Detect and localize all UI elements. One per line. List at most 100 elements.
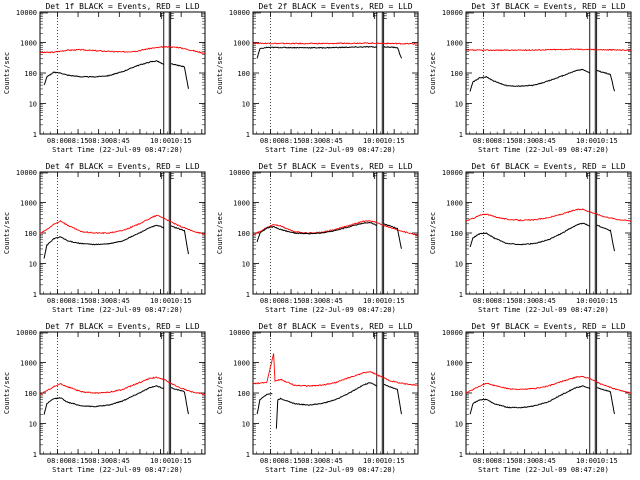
chart-title: Det 5f BLACK = Events, RED = LLD — [258, 162, 412, 171]
x-tick-label: 08:00 — [260, 137, 281, 145]
chart-title: Det 4f BLACK = Events, RED = LLD — [45, 162, 199, 171]
y-tick-label: 1 — [33, 291, 37, 299]
marker-label: E — [170, 12, 175, 21]
y-tick-label: 1000 — [233, 360, 250, 368]
marker-label: E — [596, 332, 601, 341]
y-tick-label: 10 — [29, 101, 37, 109]
x-axis-label: Start Time (22-Jul-09 08:47:20) — [52, 466, 183, 474]
x-tick-label: 08:15 — [281, 137, 302, 145]
y-tick-label: 1000 — [233, 200, 250, 208]
chart-title: Det 6f BLACK = Events, RED = LLD — [471, 162, 625, 171]
series-line-events — [256, 393, 273, 415]
x-tick-label: 08:00 — [473, 457, 494, 465]
series-line-events — [469, 222, 591, 248]
x-tick-label: 08:45 — [109, 137, 130, 145]
det-chart: Det 2f BLACK = Events, RED = LLD 1 10 100 10… — [216, 2, 419, 154]
y-tick-label: 10000 — [16, 329, 37, 337]
y-tick-label: 100 — [237, 230, 250, 238]
det-panel-6: Det 6f BLACK = Events, RED = LLD 1 10 100 10… — [426, 160, 639, 320]
y-tick-label: 1000 — [446, 200, 463, 208]
series-line-events — [596, 69, 615, 92]
x-axis-label: Start Time (22-Jul-09 08:47:20) — [478, 466, 609, 474]
chart-title: Det 7f BLACK = Events, RED = LLD — [45, 322, 199, 331]
x-axis-label: Start Time (22-Jul-09 08:47:20) — [265, 146, 396, 154]
y-tick-label: 100 — [450, 70, 463, 78]
det-panel-9: Det 9f BLACK = Events, RED = LLD 1 10 100 10… — [426, 320, 639, 480]
y-tick-label: 1 — [459, 291, 463, 299]
chart-title: Det 9f BLACK = Events, RED = LLD — [471, 322, 625, 331]
series-line-lld — [465, 208, 632, 222]
series-line-lld — [252, 220, 419, 236]
x-tick-label: 10:15 — [171, 457, 192, 465]
x-tick-label: 10:00 — [576, 457, 597, 465]
marker-label: E — [170, 332, 175, 341]
series-line-events — [256, 221, 377, 243]
plot-frame — [252, 11, 419, 135]
y-axis-label: Counts/sec — [429, 372, 437, 414]
series-line-lld — [39, 45, 206, 54]
x-tick-label: 08:45 — [109, 297, 130, 305]
series-line-events — [43, 60, 164, 86]
y-tick-label: 100 — [24, 70, 37, 78]
x-tick-label: 08:30 — [88, 457, 109, 465]
x-tick-label: 08:30 — [514, 137, 535, 145]
y-tick-label: 10 — [455, 261, 463, 269]
det-chart: Det 4f BLACK = Events, RED = LLD 1 10 100 10… — [3, 162, 206, 314]
x-tick-label: 08:00 — [260, 457, 281, 465]
series-line-events — [383, 45, 402, 59]
x-axis-label: Start Time (22-Jul-09 08:47:20) — [52, 146, 183, 154]
det-chart: Det 5f BLACK = Events, RED = LLD 1 10 100 10… — [216, 162, 419, 314]
marker-label: F — [586, 12, 591, 21]
marker-label: E — [383, 332, 388, 341]
plot-frame — [39, 171, 206, 295]
x-tick-label: 10:15 — [171, 297, 192, 305]
y-axis-label: Counts/sec — [3, 212, 11, 254]
x-tick-label: 08:15 — [281, 297, 302, 305]
x-tick-label: 08:00 — [47, 137, 68, 145]
det-panel-7: Det 7f BLACK = Events, RED = LLD 1 10 100 10… — [0, 320, 213, 480]
y-tick-label: 100 — [237, 70, 250, 78]
y-tick-label: 100 — [450, 230, 463, 238]
x-tick-label: 08:00 — [47, 457, 68, 465]
x-tick-label: 10:00 — [150, 297, 171, 305]
series-line-lld — [465, 375, 631, 394]
y-tick-label: 10 — [29, 261, 37, 269]
series-line-events — [43, 384, 164, 415]
y-axis-label: Counts/sec — [429, 52, 437, 94]
det-panel-8: Det 8f BLACK = Events, RED = LLD 1 10 100 10… — [213, 320, 426, 480]
marker-label: F — [160, 172, 165, 181]
y-axis-label: Counts/sec — [3, 52, 11, 94]
x-tick-label: 08:45 — [322, 297, 343, 305]
x-axis-label: Start Time (22-Jul-09 08:47:20) — [478, 146, 609, 154]
series-line-events — [596, 387, 615, 415]
y-tick-label: 1000 — [446, 40, 463, 48]
marker-label: E — [596, 12, 601, 21]
x-tick-label: 10:00 — [150, 457, 171, 465]
det-chart: Det 1f BLACK = Events, RED = LLD 1 10 100 10… — [3, 2, 206, 154]
series-line-lld — [252, 353, 419, 387]
marker-label: E — [170, 172, 175, 181]
y-tick-label: 10000 — [442, 9, 463, 17]
y-tick-label: 1000 — [20, 40, 37, 48]
y-axis-label: Counts/sec — [216, 52, 224, 94]
marker-label: E — [596, 172, 601, 181]
series-line-lld — [252, 42, 419, 45]
y-tick-label: 10 — [242, 261, 250, 269]
det-panel-2: Det 2f BLACK = Events, RED = LLD 1 10 100 10… — [213, 0, 426, 160]
x-tick-label: 10:15 — [384, 297, 405, 305]
y-tick-label: 1 — [459, 451, 463, 459]
x-tick-label: 10:15 — [597, 297, 618, 305]
y-tick-label: 10000 — [442, 329, 463, 337]
chart-title: Det 8f BLACK = Events, RED = LLD — [258, 322, 412, 331]
det-chart: Det 8f BLACK = Events, RED = LLD 1 10 100 10… — [216, 322, 419, 474]
x-tick-label: 08:30 — [301, 297, 322, 305]
series-line-lld — [466, 48, 632, 52]
x-tick-label: 08:15 — [494, 457, 515, 465]
y-tick-label: 10000 — [229, 169, 250, 177]
y-axis-label: Counts/sec — [216, 372, 224, 414]
x-tick-label: 08:15 — [68, 297, 89, 305]
y-tick-label: 1 — [246, 291, 250, 299]
plot-frame — [39, 331, 206, 455]
x-tick-label: 08:15 — [281, 457, 302, 465]
